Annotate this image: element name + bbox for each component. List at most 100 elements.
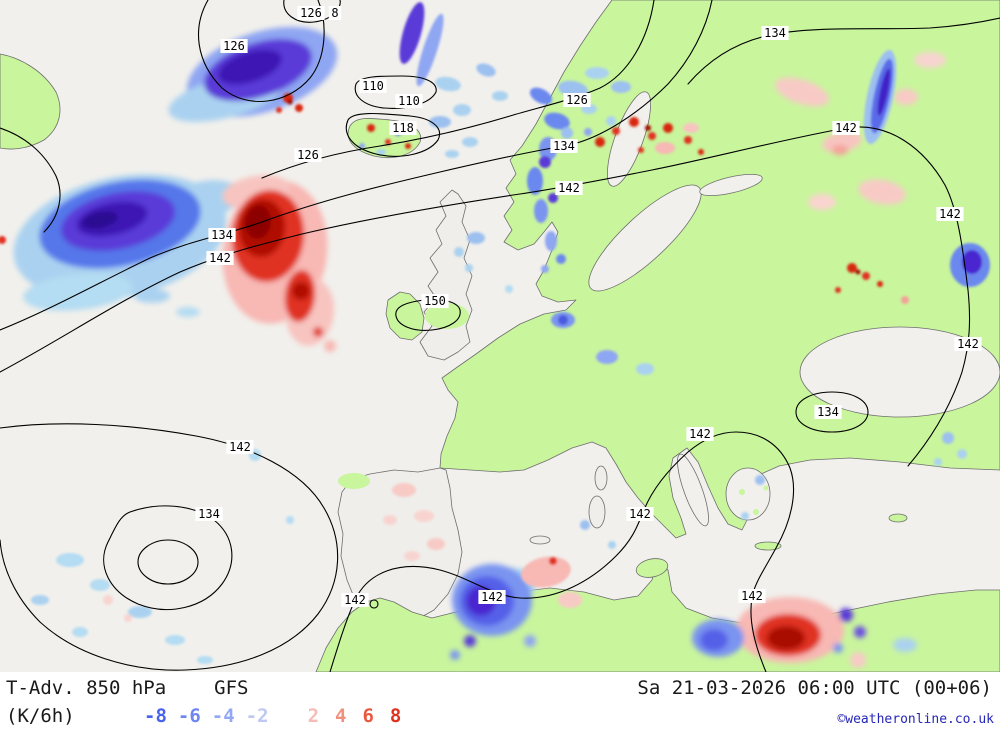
contour-label: 126 [566, 93, 588, 107]
contour-label: 142 [209, 251, 231, 265]
contour-label-layer: 126 126 8 134 110 110 126 118 142 134 126 142 142 134… [195, 6, 982, 607]
contour-label-box [814, 405, 842, 419]
north-sea-specks [454, 232, 513, 293]
alboran-warm-patch [521, 556, 582, 608]
contour-label-box [555, 181, 583, 195]
contour-label-box [294, 148, 322, 162]
unit-and-scale: (K/6h) -8 -6 -4 -2 2 4 6 8 [6, 705, 417, 727]
contour-label-box [954, 337, 982, 351]
algeria-warm-system [692, 597, 917, 668]
contour-label-box [563, 93, 591, 107]
timestamp-label: Sa 21-03-2026 06:00 UTC (00+06) [637, 677, 992, 699]
contour-label-box [686, 427, 714, 441]
corsica [594, 465, 608, 491]
parameter-label: T-Adv. 850 hPa [6, 677, 167, 699]
scale-value--4: -4 [211, 705, 235, 727]
russia-warm-patches [775, 52, 946, 210]
contour-label: 142 [689, 427, 711, 441]
contour-label: 142 [629, 507, 651, 521]
contour-label: 142 [835, 121, 857, 135]
aegean-island [739, 489, 745, 495]
scandinavia-specks [527, 67, 704, 273]
balearic-islands [529, 535, 551, 545]
central-europe-blobs [551, 312, 765, 549]
map-area: 126 126 8 134 110 110 126 118 142 134 126 142 142 134… [0, 0, 1000, 672]
contour-label: 110 [398, 94, 420, 108]
contour-label: 142 [939, 207, 961, 221]
legend-bar: T-Adv. 850 hPa GFS (K/6h) -8 -6 -4 -2 2 4 6 8 Sa … [0, 672, 1000, 733]
contour-label-box [395, 94, 423, 108]
green-patches [338, 303, 908, 578]
contour-label-box [626, 507, 654, 521]
contour-label-box [761, 26, 789, 40]
contour-label-box [832, 121, 860, 135]
south-england-patch [425, 303, 469, 329]
scale-value-2: 2 [307, 705, 320, 727]
iberia-warm-specks [383, 483, 445, 561]
nw-spain-patch [338, 473, 370, 489]
crete [754, 541, 782, 551]
greenland-cold-advection [168, 26, 338, 122]
contour-label-box [208, 228, 236, 242]
aegean-island [763, 485, 769, 491]
contour-label-box [738, 589, 766, 603]
adriatic-sea [677, 453, 709, 527]
contour-label-box [936, 207, 964, 221]
baltic-sea [588, 184, 702, 292]
contour-label: 110 [362, 79, 384, 93]
contour-label: 134 [198, 507, 220, 521]
aegean-sea [725, 467, 771, 521]
contour-label: 134 [764, 26, 786, 40]
contour-label: 142 [229, 440, 251, 454]
greenland-warm-specks [276, 93, 303, 113]
scale-value-8: 8 [389, 705, 402, 727]
contour-label-box [206, 251, 234, 265]
contour-label: 142 [741, 589, 763, 603]
forecast-map: 126 126 8 134 110 110 126 118 142 134 126 142 142 134… [0, 0, 1000, 672]
gulf-of-finland [699, 173, 763, 197]
copyright-link[interactable]: ©weatheronline.co.uk [837, 712, 994, 727]
contour-label: 134 [553, 139, 575, 153]
model-label: GFS [214, 677, 249, 699]
contour-label-box [297, 6, 325, 20]
contour-label: 142 [957, 337, 979, 351]
scale-value--8: -8 [144, 705, 167, 727]
scale-value-4: 4 [335, 705, 347, 727]
contour-label-box [226, 440, 254, 454]
contour-label-box [195, 507, 223, 521]
contour-label-box [389, 121, 417, 135]
russia-cold-streak [863, 49, 897, 145]
contour-label-box [550, 139, 578, 153]
norwegian-sea-streaks [399, 2, 508, 158]
contour-label: 126 [300, 6, 322, 20]
sardinia [588, 495, 606, 529]
greenland-coast [0, 53, 61, 150]
sicily [635, 558, 669, 578]
contour-label: 142 [481, 590, 503, 604]
contour-label: 126 [297, 148, 319, 162]
unit-label: (K/6h) [6, 705, 75, 727]
color-scale: -8 -6 -4 -2 2 4 6 8 [144, 705, 417, 727]
contour-label-box [359, 79, 387, 93]
contour-label-box [421, 294, 449, 308]
contour-label: 142 [558, 181, 580, 195]
cyprus [888, 513, 908, 523]
contour-label-box [328, 6, 342, 20]
scale-value-6: 6 [362, 705, 374, 727]
contour-label: 150 [424, 294, 446, 308]
contour-label: 8 [331, 6, 338, 20]
contour-label: 118 [392, 121, 414, 135]
contour-label-box [220, 39, 248, 53]
contour-label: 142 [344, 593, 366, 607]
contour-label-box [341, 593, 369, 607]
aegean-island [753, 509, 759, 515]
contour-label: 134 [211, 228, 233, 242]
scale-value--6: -6 [177, 705, 201, 727]
east-europe-blobs [835, 243, 990, 466]
contour-label-box [478, 590, 506, 604]
map-title: T-Adv. 850 hPa GFS [6, 677, 248, 699]
contour-label: 126 [223, 39, 245, 53]
contour-label: 134 [817, 405, 839, 419]
atlantic-cold-system [13, 174, 239, 317]
